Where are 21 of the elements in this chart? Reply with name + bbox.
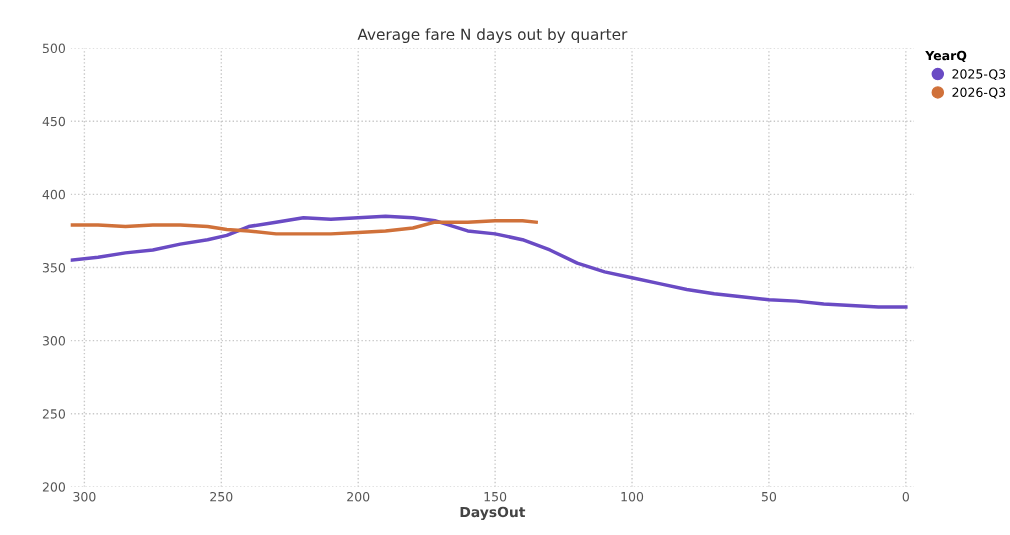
legend-title: YearQ [925,50,967,62]
chart-title: Average fare N days out by quarter [357,28,628,43]
y-tick-label: 500 [42,43,66,54]
y-tick-label: 250 [42,409,66,419]
line-series [70,214,908,309]
y-tick-label: 400 [42,189,66,200]
y-tick-label: 300 [42,336,66,346]
y-tick-label: 450 [42,116,66,127]
legend-label: 2026-Q3 [952,87,1006,99]
y-tick-label: 200 [42,482,66,492]
x-tick-label: 0 [902,491,909,502]
x-axis-title: DaysOut [460,506,526,521]
x-tick-label: 100 [621,491,644,502]
x-tick-label: 150 [484,491,507,502]
legend-label: 2025-Q3 [952,69,1006,81]
y-tick-label: 350 [42,262,66,273]
x-tick-label: 300 [73,491,96,502]
x-tick-label: 250 [210,491,233,502]
x-tick-label: 50 [761,491,777,502]
line-series [70,218,538,236]
x-tick-label: 200 [347,491,370,502]
